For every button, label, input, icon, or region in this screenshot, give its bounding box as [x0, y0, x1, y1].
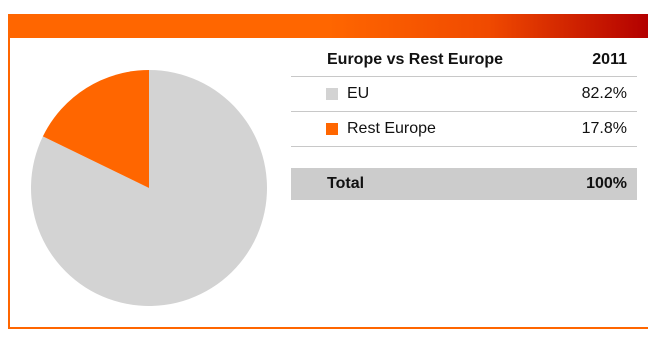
legend-label-rest-europe: Rest Europe [347, 120, 436, 137]
value-rest-europe: 17.8% [581, 120, 627, 137]
pie-slice-rest-europe [42, 70, 150, 188]
table-row-eu: EU 82.2% [291, 77, 637, 112]
table-spacer [291, 147, 637, 168]
table-row-rest-europe: Rest Europe 17.8% [291, 112, 637, 147]
chart-frame [8, 14, 648, 329]
legend-swatch-rest-europe [326, 123, 338, 135]
data-table: Europe vs Rest Europe 2011 EU 82.2% Rest… [291, 44, 637, 200]
year-label: 2011 [592, 51, 627, 68]
table-total-row: Total 100% [291, 168, 637, 200]
value-eu: 82.2% [581, 85, 627, 102]
header-bar [8, 14, 648, 38]
total-value: 100% [586, 175, 627, 192]
legend-swatch-eu [326, 88, 338, 100]
table-header-row: Europe vs Rest Europe 2011 [291, 44, 637, 77]
legend-label-eu: EU [347, 85, 370, 102]
table-title: Europe vs Rest Europe [327, 51, 504, 68]
total-label: Total [327, 175, 365, 192]
